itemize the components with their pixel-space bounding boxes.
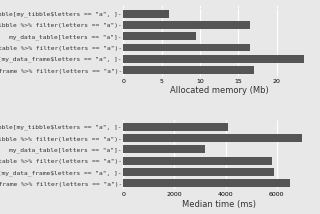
Bar <box>123 66 254 74</box>
X-axis label: Allocated memory (Mb): Allocated memory (Mb) <box>170 86 268 95</box>
Bar <box>123 21 250 29</box>
Bar <box>123 10 169 18</box>
Bar <box>123 134 302 142</box>
Bar <box>123 55 304 63</box>
Bar <box>123 32 196 40</box>
Bar <box>123 168 274 176</box>
Bar <box>123 146 205 153</box>
Bar <box>123 157 272 165</box>
Bar <box>123 123 228 131</box>
Bar <box>123 179 290 187</box>
Bar <box>123 43 250 51</box>
X-axis label: Median time (ms): Median time (ms) <box>182 200 256 209</box>
